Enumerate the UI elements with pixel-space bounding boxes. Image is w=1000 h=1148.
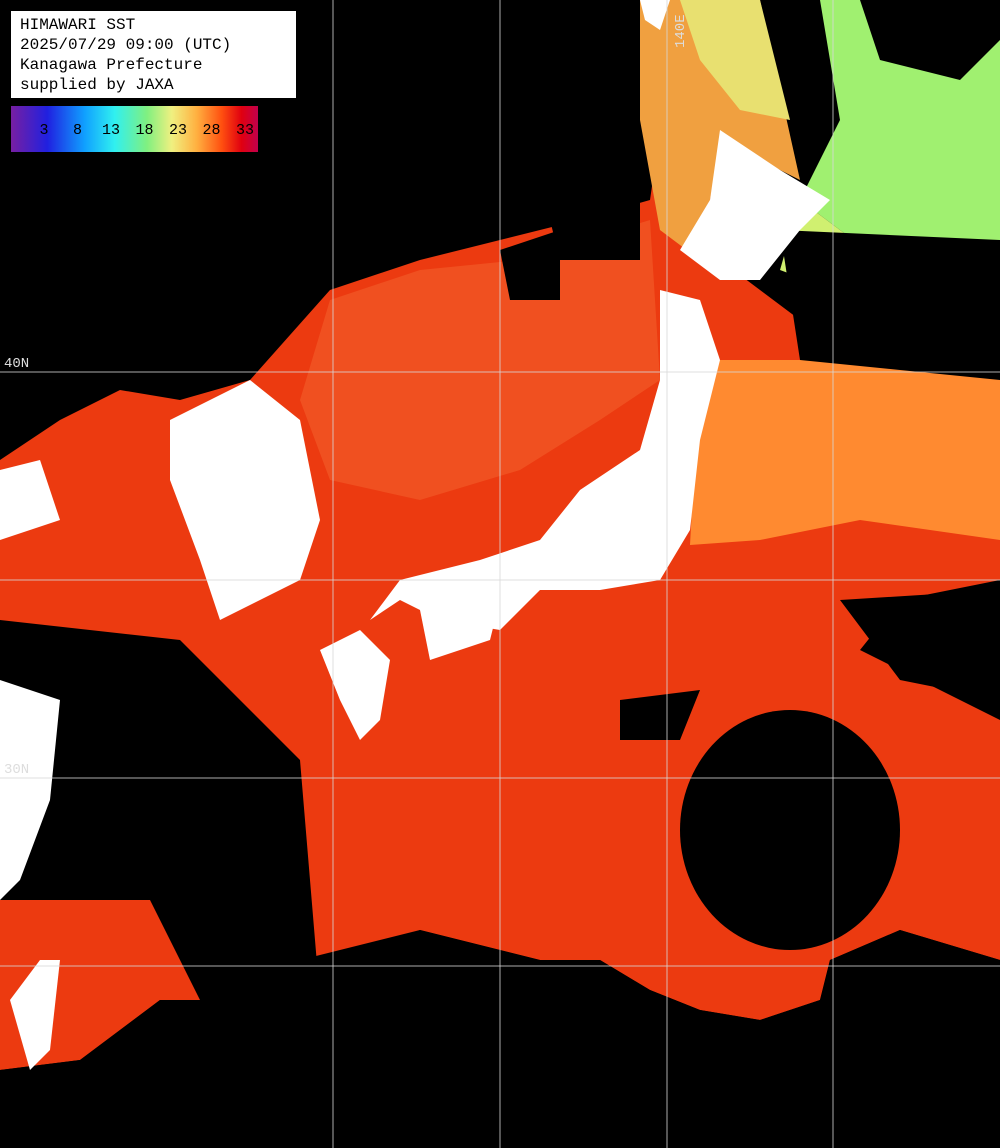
colorbar-tick-label: 28 [202,122,220,139]
header-line: Kanagawa Prefecture [20,56,202,74]
land [0,0,830,1070]
header-line: 2025/07/29 09:00 (UTC) [20,36,231,54]
lon-label: 140E [673,14,689,48]
header-line: HIMAWARI SST [20,16,135,34]
colorbar-tick-label: 3 [39,122,48,139]
colorbar-tick-label: 13 [102,122,120,139]
lat-label: 40N [4,356,29,372]
lat-label: 30N [4,762,29,778]
colorbar [9,104,260,154]
colorbar-tick-label: 18 [135,122,153,139]
header-line: supplied by JAXA [20,76,174,94]
header-box [9,9,298,100]
colorbar-tick-label: 23 [169,122,187,139]
colorbar-tick-label: 8 [73,122,82,139]
colorbar-tick-label: 33 [236,122,254,139]
